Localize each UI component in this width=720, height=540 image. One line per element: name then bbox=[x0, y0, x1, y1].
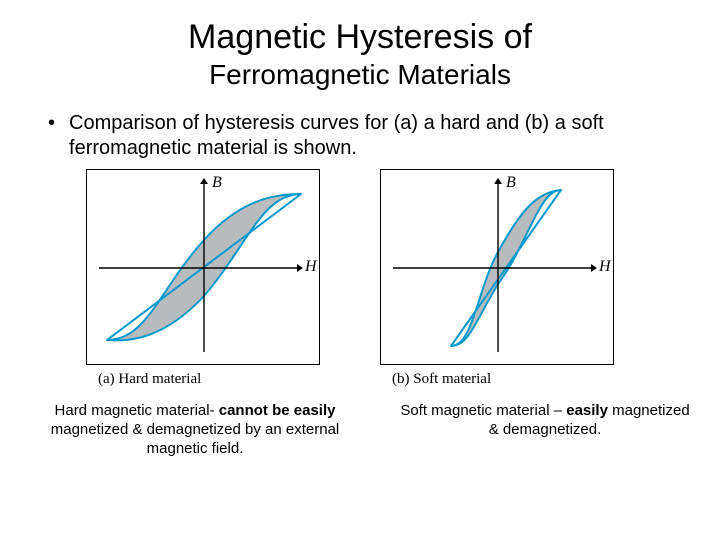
caption-b: (b) Soft material bbox=[380, 371, 491, 388]
title-line1: Magnetic Hysteresis of bbox=[0, 18, 720, 57]
bullet-text: Comparison of hysteresis curves for (a) … bbox=[69, 111, 672, 161]
hysteresis-svg-b bbox=[381, 170, 615, 366]
axis-label-B-b: B bbox=[506, 174, 516, 192]
bullet-row: • Comparison of hysteresis curves for (a… bbox=[0, 91, 720, 161]
axis-label-H-a: H bbox=[305, 258, 317, 276]
desc-a-bold: cannot be easily bbox=[219, 402, 336, 419]
axis-label-H-b: H bbox=[599, 258, 611, 276]
bullet-dot: • bbox=[48, 111, 55, 136]
caption-a: (a) Hard material bbox=[86, 371, 201, 388]
plot-box-b: B H bbox=[380, 169, 614, 365]
desc-a-prefix: Hard magnetic material- bbox=[55, 402, 219, 419]
title-line2: Ferromagnetic Materials bbox=[0, 59, 720, 91]
desc-b-bold: easily bbox=[566, 402, 608, 419]
desc-b-prefix: Soft magnetic material – bbox=[400, 402, 566, 419]
hysteresis-svg-a bbox=[87, 170, 321, 366]
description-b: Soft magnetic material – easily magnetiz… bbox=[400, 402, 690, 458]
figure-b: B H (b) Soft material bbox=[380, 169, 614, 388]
descriptions-row: Hard magnetic material- cannot be easily… bbox=[0, 388, 720, 458]
figures-row: B H (a) Hard material B H (b) Soft mater… bbox=[0, 161, 720, 388]
axis-label-B-a: B bbox=[212, 174, 222, 192]
plot-box-a: B H bbox=[86, 169, 320, 365]
figure-a: B H (a) Hard material bbox=[86, 169, 320, 388]
desc-a-rest: magnetized & demagnetized by an external… bbox=[51, 421, 340, 457]
title-block: Magnetic Hysteresis of Ferromagnetic Mat… bbox=[0, 0, 720, 91]
description-a: Hard magnetic material- cannot be easily… bbox=[30, 402, 360, 458]
